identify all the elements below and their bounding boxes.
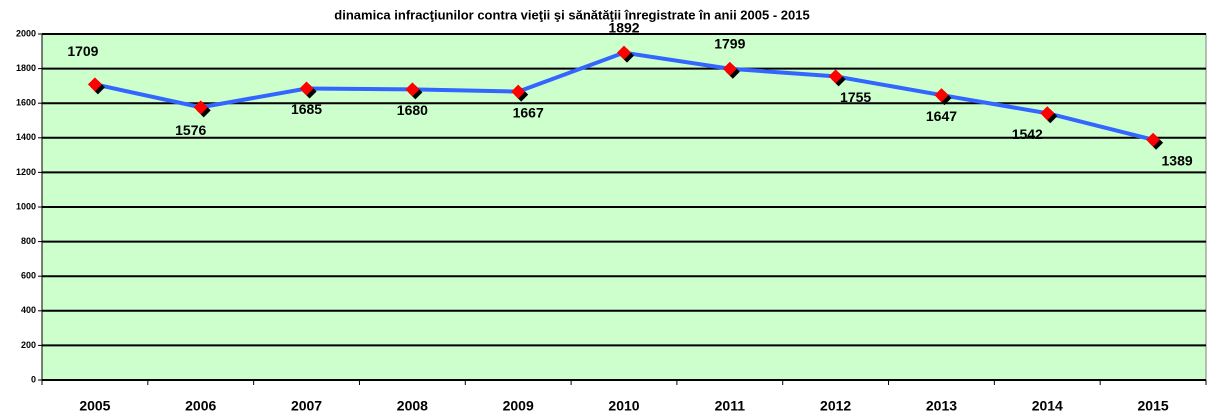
y-tick-label: 1600: [16, 98, 36, 108]
x-tick-label: 2014: [1032, 398, 1063, 414]
data-label: 1709: [67, 43, 98, 59]
data-label: 1389: [1162, 152, 1193, 168]
marker: [511, 84, 526, 99]
x-tick-label: 2012: [820, 398, 851, 414]
y-tick-label: 2000: [16, 28, 36, 38]
marker: [1146, 132, 1161, 147]
x-tick-label: 2006: [185, 398, 216, 414]
marker: [193, 100, 208, 115]
y-tick-label: 200: [21, 340, 36, 350]
y-tick-label: 0: [31, 374, 36, 384]
x-tick-label: 2015: [1138, 398, 1169, 414]
y-tick-label: 800: [21, 236, 36, 246]
y-tick-label: 1200: [16, 167, 36, 177]
x-tick-label: 2011: [715, 398, 746, 414]
marker: [299, 81, 314, 96]
marker: [828, 69, 843, 84]
data-label: 1667: [513, 104, 544, 120]
marker: [87, 77, 102, 92]
chart-title: dinamica infracţiunilor contra vieţii şi…: [334, 7, 809, 22]
y-tick-label: 400: [21, 305, 36, 315]
marker: [722, 61, 737, 76]
y-tick-label: 1000: [16, 201, 36, 211]
data-label: 1892: [608, 19, 639, 35]
data-label: 1685: [291, 101, 322, 117]
x-tick-label: 2007: [291, 398, 322, 414]
x-tick-label: 2009: [503, 398, 534, 414]
data-label: 1576: [175, 122, 206, 138]
marker: [405, 82, 420, 97]
x-tick-label: 2005: [79, 398, 110, 414]
x-tick-label: 2008: [397, 398, 428, 414]
x-tick-label: 2013: [926, 398, 957, 414]
data-label: 1647: [926, 108, 957, 124]
y-tick-label: 1800: [16, 63, 36, 73]
data-label: 1542: [1012, 126, 1043, 142]
marker: [1040, 106, 1055, 121]
data-label: 1680: [397, 102, 428, 118]
data-label: 1799: [714, 35, 745, 51]
data-label: 1755: [840, 89, 871, 105]
marker: [617, 45, 631, 60]
marker: [934, 88, 949, 103]
y-tick-label: 600: [21, 271, 36, 281]
y-tick-label: 1400: [16, 132, 36, 142]
x-tick-label: 2010: [608, 398, 639, 414]
